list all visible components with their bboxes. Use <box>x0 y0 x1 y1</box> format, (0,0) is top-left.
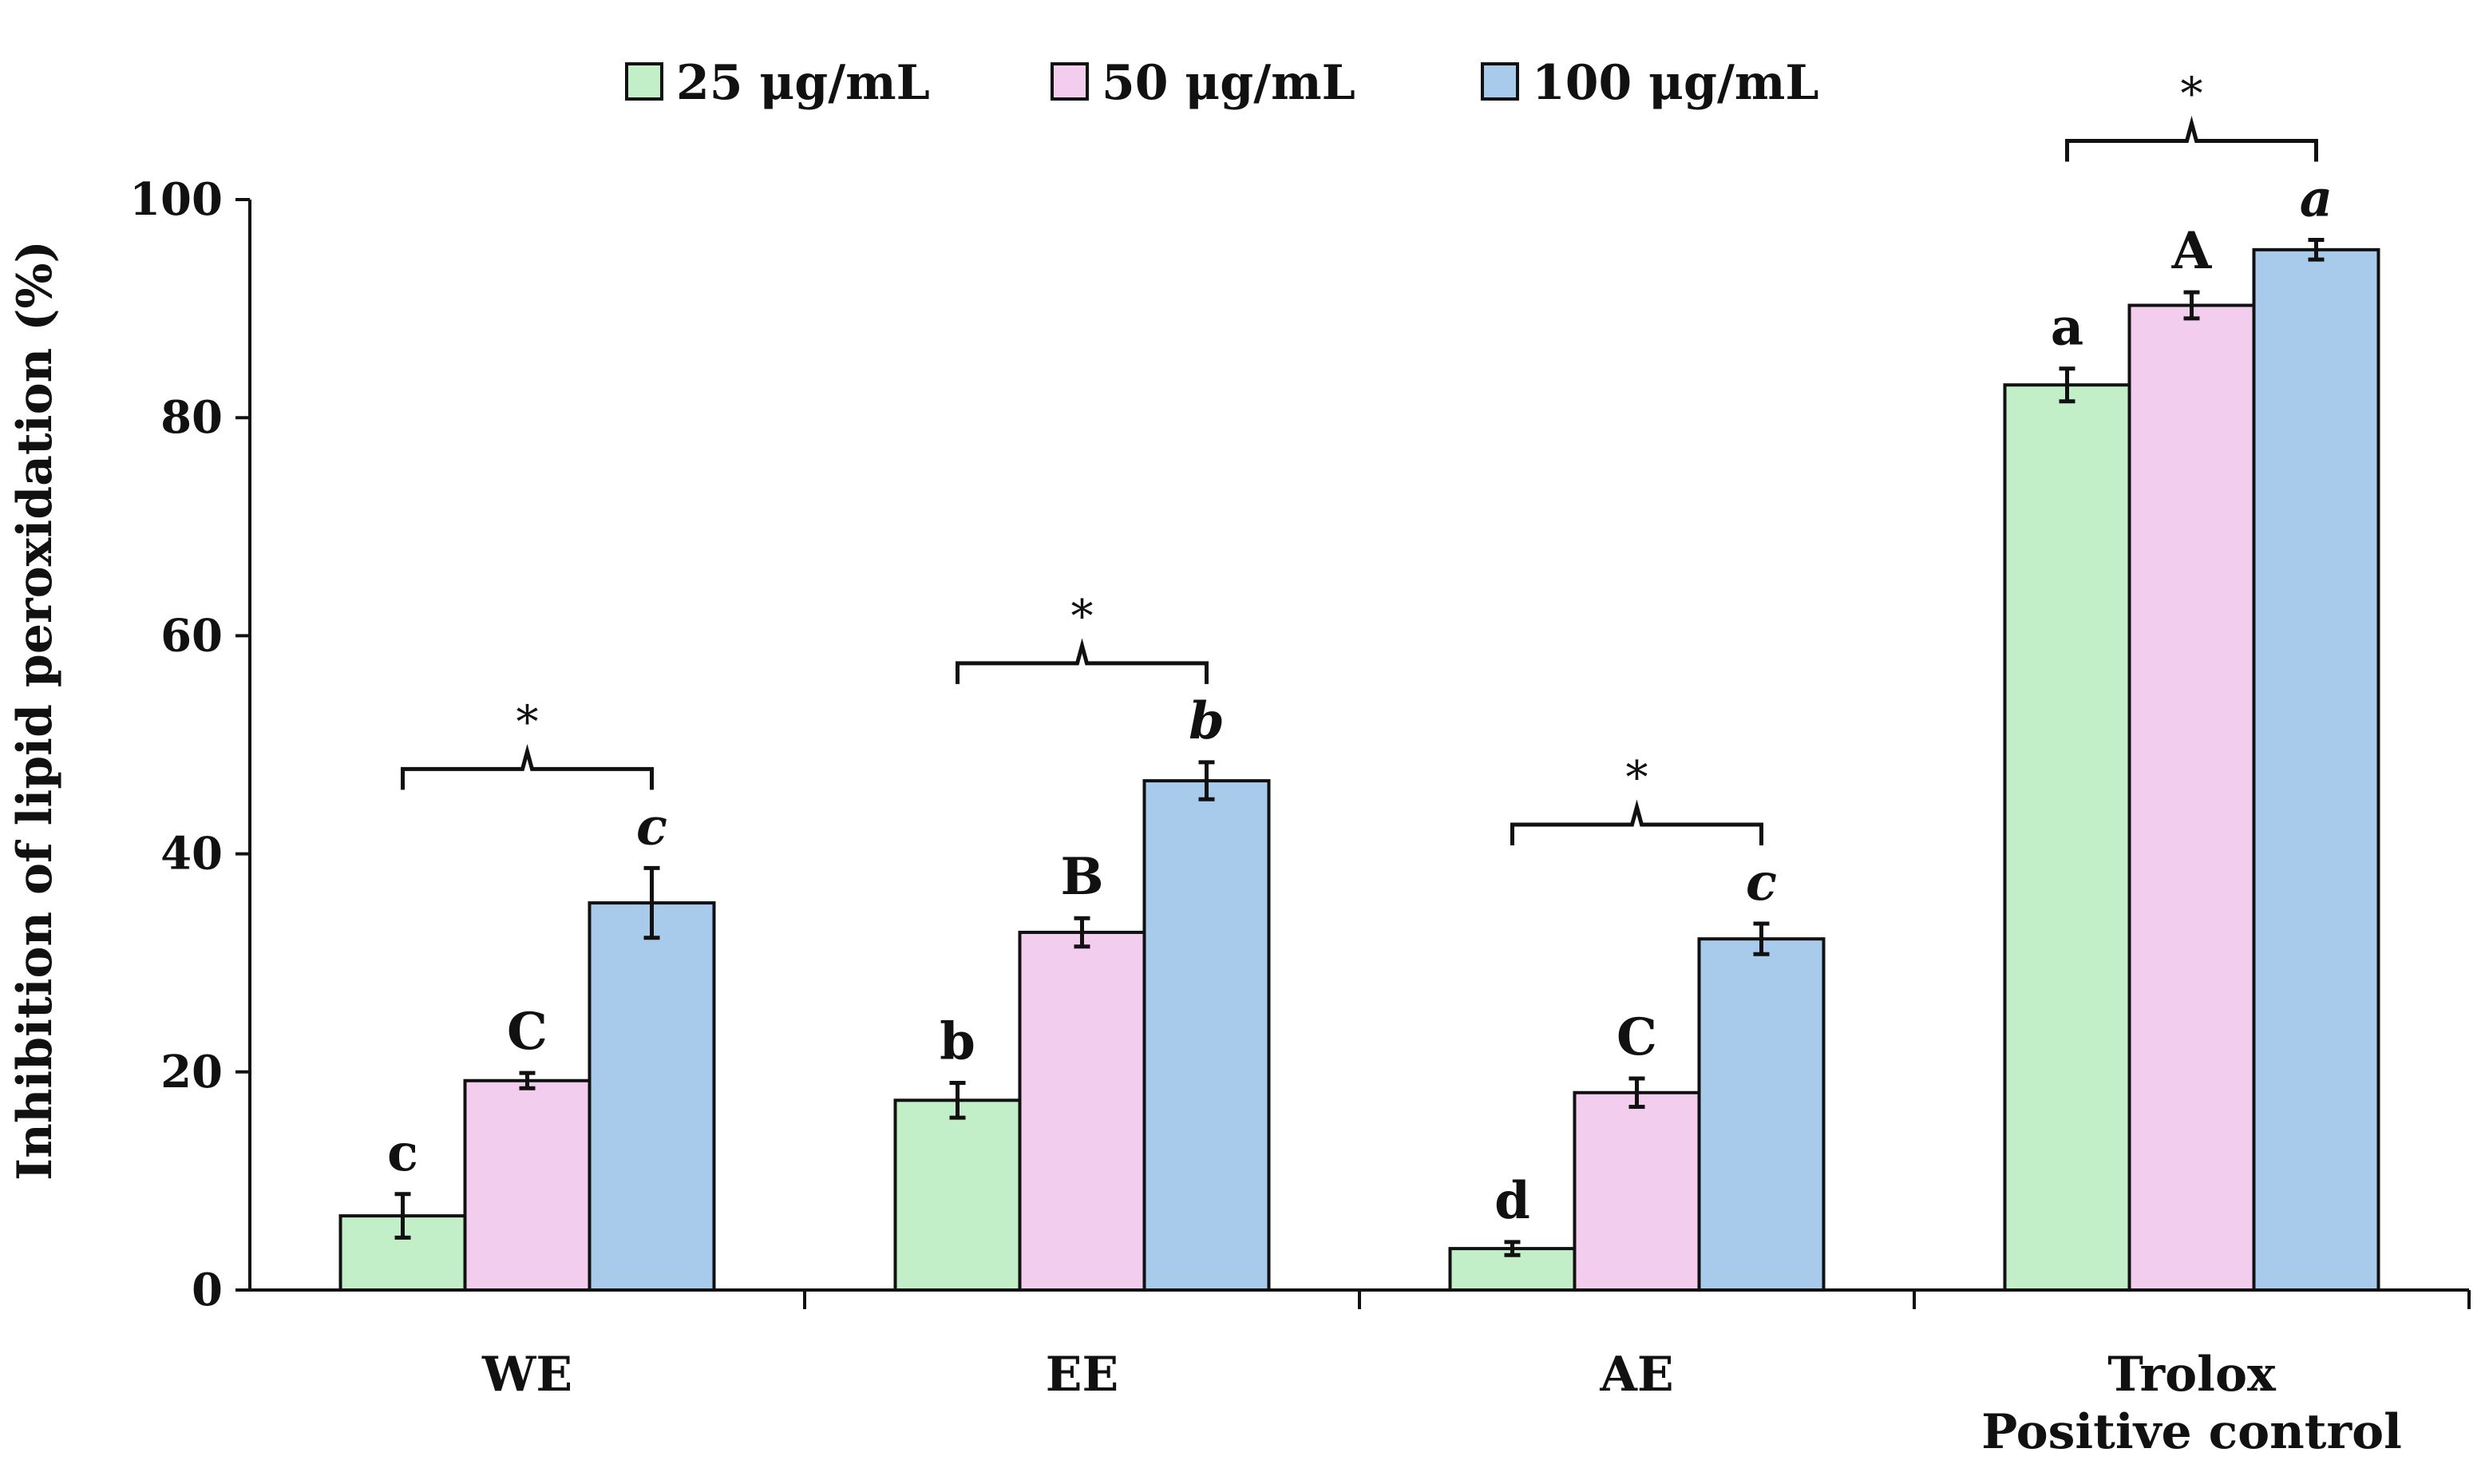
x-category-label: AE <box>1599 1347 1673 1403</box>
significance-letter: A <box>2171 221 2213 281</box>
bar <box>588 901 716 1292</box>
annotations: c Cc * b Bb * d Cc * a Aa * <box>387 69 2333 1231</box>
bars <box>338 238 2380 1292</box>
significance-letter: C <box>507 1002 548 1062</box>
significance-star: * <box>1071 591 1094 643</box>
y-tick-label: 80 <box>160 391 223 444</box>
significance-star: * <box>1626 752 1648 804</box>
significance-bracket <box>956 638 1209 684</box>
significance-letter: d <box>1494 1171 1530 1231</box>
bar <box>2127 303 2256 1292</box>
significance-bracket <box>401 743 654 790</box>
x-category-label: Positive control <box>1981 1404 2402 1460</box>
x-category-label: EE <box>1046 1347 1118 1403</box>
bar <box>1018 930 1146 1292</box>
y-tick-label: 40 <box>160 828 223 881</box>
legend-label: 50 μg/mL <box>1102 55 1355 111</box>
significance-letter: c <box>1746 853 1777 912</box>
significance-bracket <box>1510 799 1763 846</box>
y-axis-title: Inhibition of lipid peroxidation (%) <box>7 240 63 1181</box>
y-tick-label: 0 <box>192 1264 223 1316</box>
bar <box>1142 779 1271 1292</box>
significance-star: * <box>516 696 539 748</box>
significance-star: * <box>2181 69 2203 121</box>
significance-letter: C <box>1616 1007 1657 1067</box>
significance-letter: a <box>2051 298 2083 358</box>
significance-letter: b <box>1189 691 1225 751</box>
bar <box>1573 1090 1701 1292</box>
legend-label: 25 μg/mL <box>676 55 930 111</box>
y-tick-label: 20 <box>160 1046 223 1098</box>
bar <box>893 1098 1022 1292</box>
significance-letter: c <box>387 1123 418 1183</box>
legend-swatch <box>1481 62 1519 101</box>
x-category-label: Trolox <box>2107 1347 2277 1403</box>
y-tick-label: 100 <box>129 173 223 226</box>
legend-swatch <box>625 62 663 101</box>
y-tick-label: 60 <box>160 609 223 662</box>
significance-letter: a <box>2300 169 2333 229</box>
legend-swatch <box>1051 62 1089 101</box>
significance-bracket <box>2065 116 2318 162</box>
legend-label: 100 μg/mL <box>1532 55 1819 111</box>
legend: 25 μg/mL 50 μg/mL 100 μg/mL <box>625 55 1819 111</box>
bar <box>1697 937 1826 1292</box>
bar <box>2252 247 2380 1292</box>
x-category-label: WE <box>481 1347 572 1403</box>
bar <box>2003 383 2131 1292</box>
bar <box>463 1078 592 1292</box>
significance-letter: c <box>636 797 667 857</box>
significance-letter: b <box>940 1011 975 1071</box>
significance-letter: B <box>1060 847 1103 907</box>
